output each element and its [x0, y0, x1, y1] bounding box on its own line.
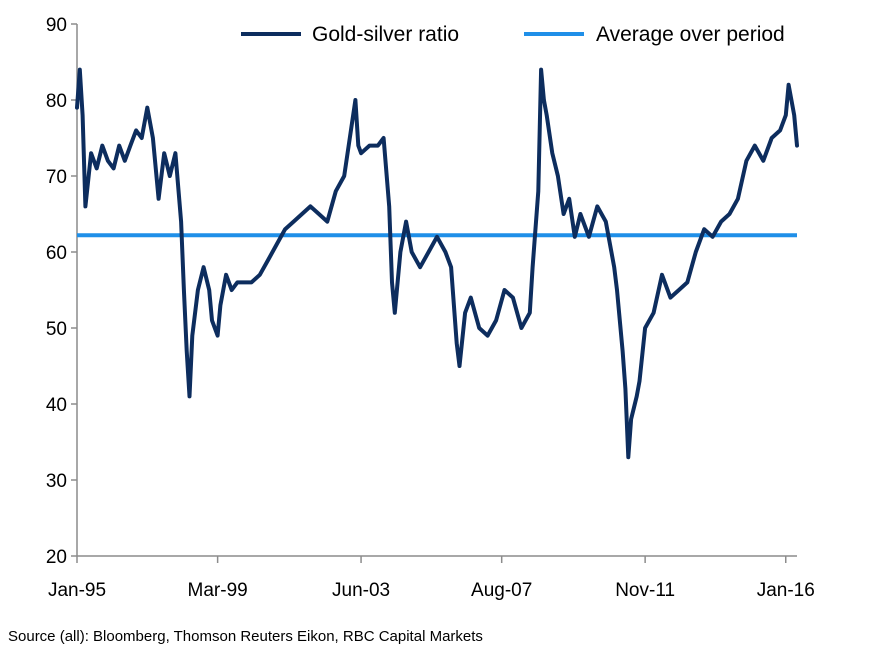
- source-note: Source (all): Bloomberg, Thomson Reuters…: [8, 628, 483, 645]
- y-tick-label: 90: [46, 15, 67, 36]
- y-tick-label: 30: [46, 471, 67, 492]
- y-tick-label: 70: [46, 167, 67, 188]
- y-axis-ticks: 20 30 40 50 60 70 80 90: [46, 15, 77, 568]
- x-tick-label: Jan-95: [48, 580, 106, 601]
- y-tick-label: 20: [46, 547, 67, 568]
- x-tick-label: Jan-16: [757, 580, 815, 601]
- chart-legend: Gold-silver ratio Average over period: [241, 23, 785, 46]
- x-tick-label: Nov-11: [615, 580, 675, 601]
- series-layer: [75, 67, 799, 460]
- legend-label-average: Average over period: [596, 23, 785, 46]
- gold-silver-ratio-line: [75, 67, 799, 460]
- x-tick-label: Jun-03: [332, 580, 390, 601]
- chart-axes: [76, 24, 797, 557]
- x-tick-label: Mar-99: [188, 580, 248, 601]
- y-tick-label: 80: [46, 91, 67, 112]
- y-tick-label: 40: [46, 395, 67, 416]
- y-tick-label: 50: [46, 319, 67, 340]
- x-tick-label: Aug-07: [471, 580, 532, 601]
- legend-label-ratio: Gold-silver ratio: [312, 23, 459, 46]
- x-axis-ticks: Jan-95 Mar-99 Jun-03 Aug-07 Nov-11 Jan-16: [48, 556, 815, 601]
- y-tick-label: 60: [46, 243, 67, 264]
